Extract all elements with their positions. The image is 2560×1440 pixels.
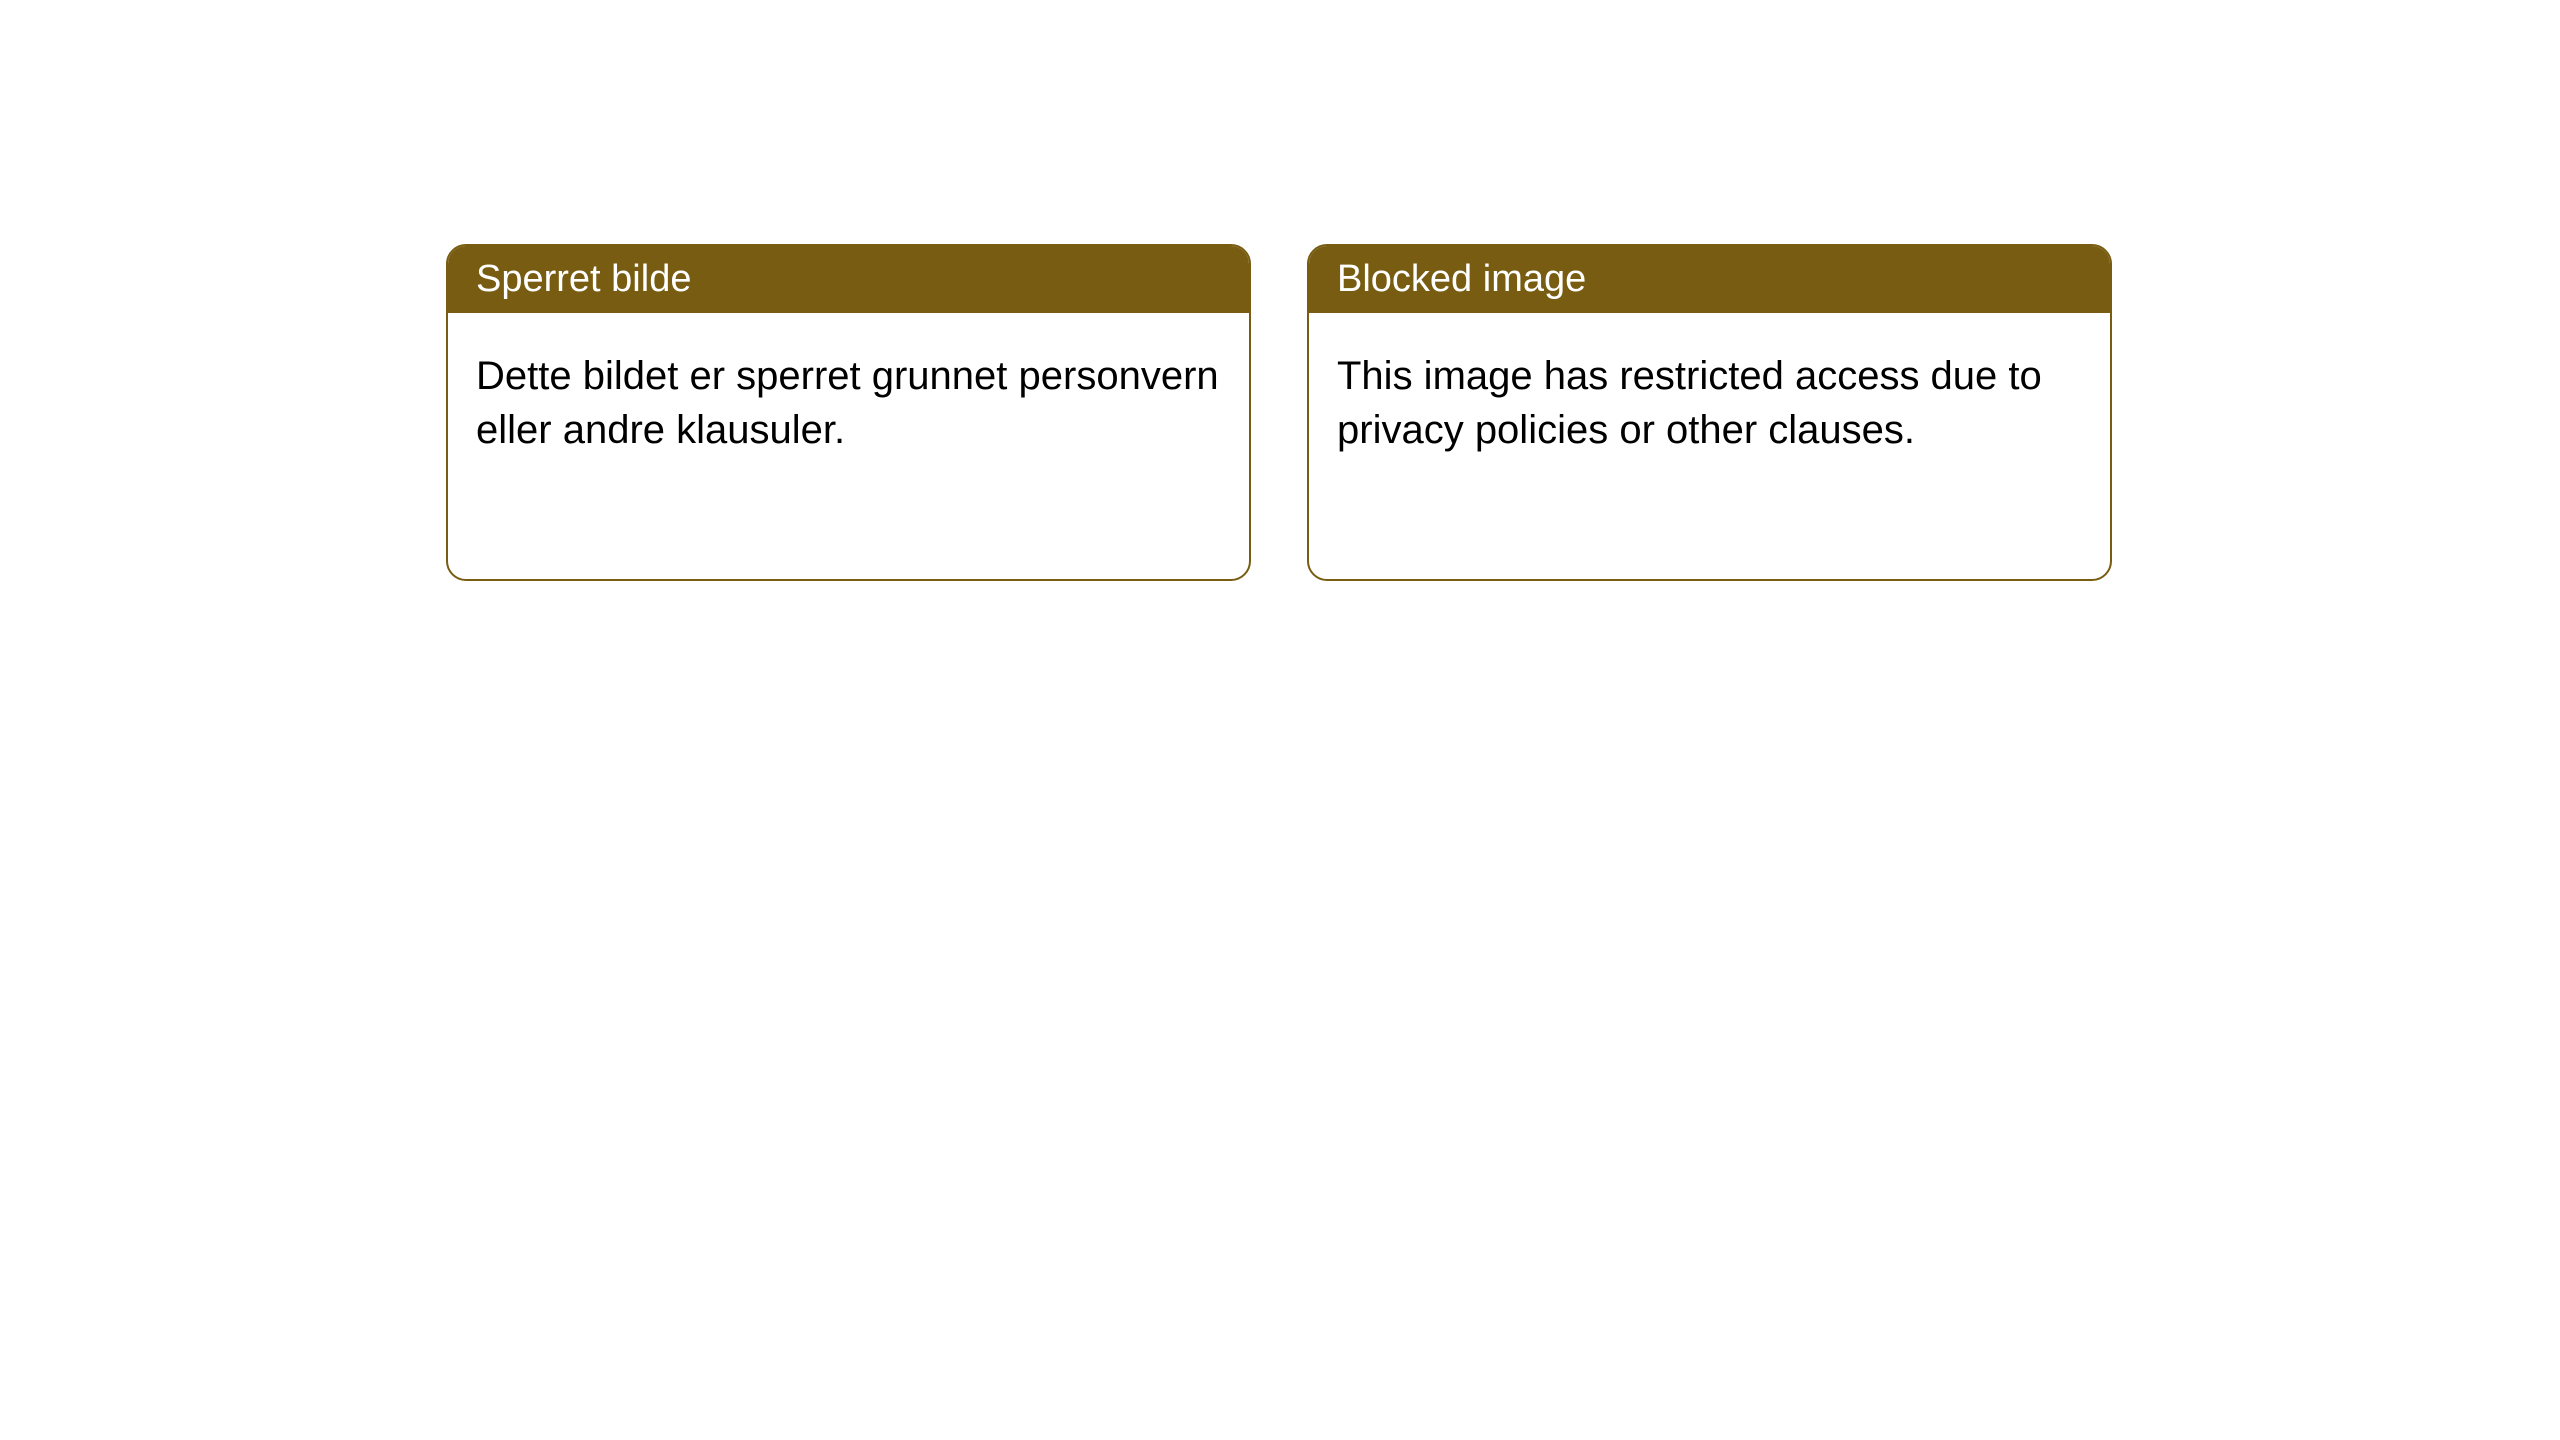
- notice-card-norwegian: Sperret bilde Dette bildet er sperret gr…: [446, 244, 1251, 581]
- notice-card-title: Blocked image: [1309, 246, 2110, 313]
- notice-card-body: This image has restricted access due to …: [1309, 313, 2110, 493]
- notice-container: Sperret bilde Dette bildet er sperret gr…: [0, 0, 2560, 581]
- notice-card-english: Blocked image This image has restricted …: [1307, 244, 2112, 581]
- notice-card-title: Sperret bilde: [448, 246, 1249, 313]
- notice-card-body: Dette bildet er sperret grunnet personve…: [448, 313, 1249, 493]
